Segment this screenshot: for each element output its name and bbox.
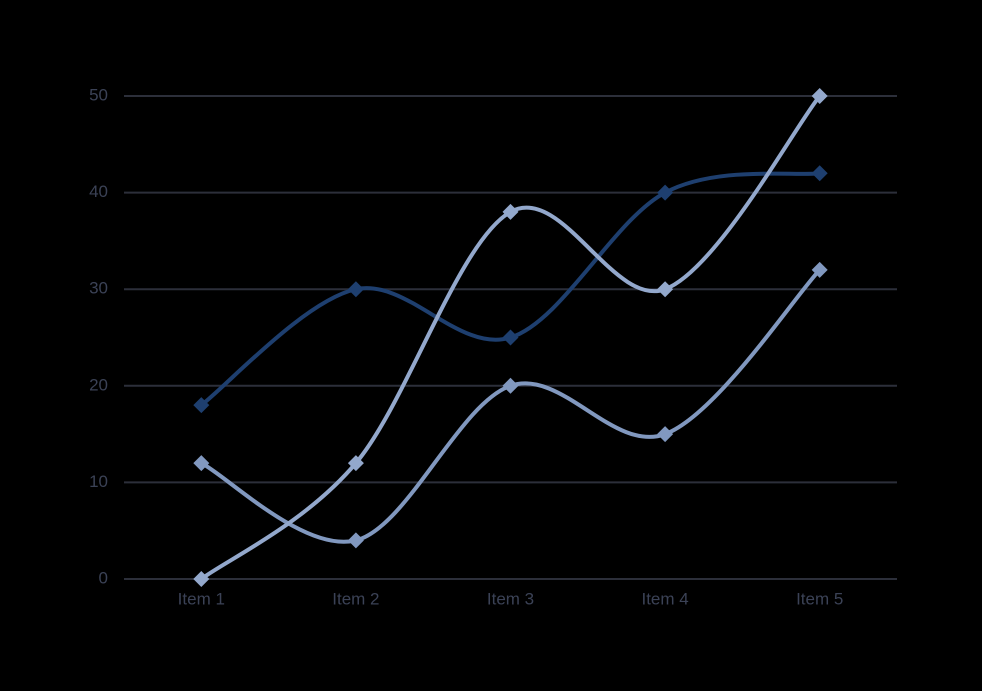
marker (347, 281, 364, 298)
x-tick-label: Item 4 (641, 589, 688, 608)
marker (811, 88, 828, 104)
x-tick-label: Item 1 (178, 589, 225, 608)
x-tick-label: Item 3 (487, 589, 534, 608)
marker (657, 184, 674, 201)
marker (193, 397, 210, 414)
marker (811, 165, 828, 182)
y-tick-label: 30 (89, 279, 108, 298)
marker (502, 377, 519, 394)
y-tick-label: 40 (89, 182, 108, 201)
marker (502, 203, 519, 220)
marker (811, 261, 828, 278)
y-tick-label: 20 (89, 375, 108, 394)
x-tick-label: Item 2 (332, 589, 379, 608)
y-tick-label: 10 (89, 472, 108, 491)
marker (347, 455, 364, 472)
marker (657, 426, 674, 443)
marker (193, 571, 210, 587)
marker (347, 532, 364, 549)
y-tick-label: 0 (99, 568, 108, 587)
marker (502, 329, 519, 346)
series-line (200, 268, 822, 544)
marker (193, 455, 210, 472)
marker (657, 281, 674, 298)
y-tick-label: 50 (89, 85, 108, 104)
x-tick-label: Item 5 (796, 589, 843, 608)
